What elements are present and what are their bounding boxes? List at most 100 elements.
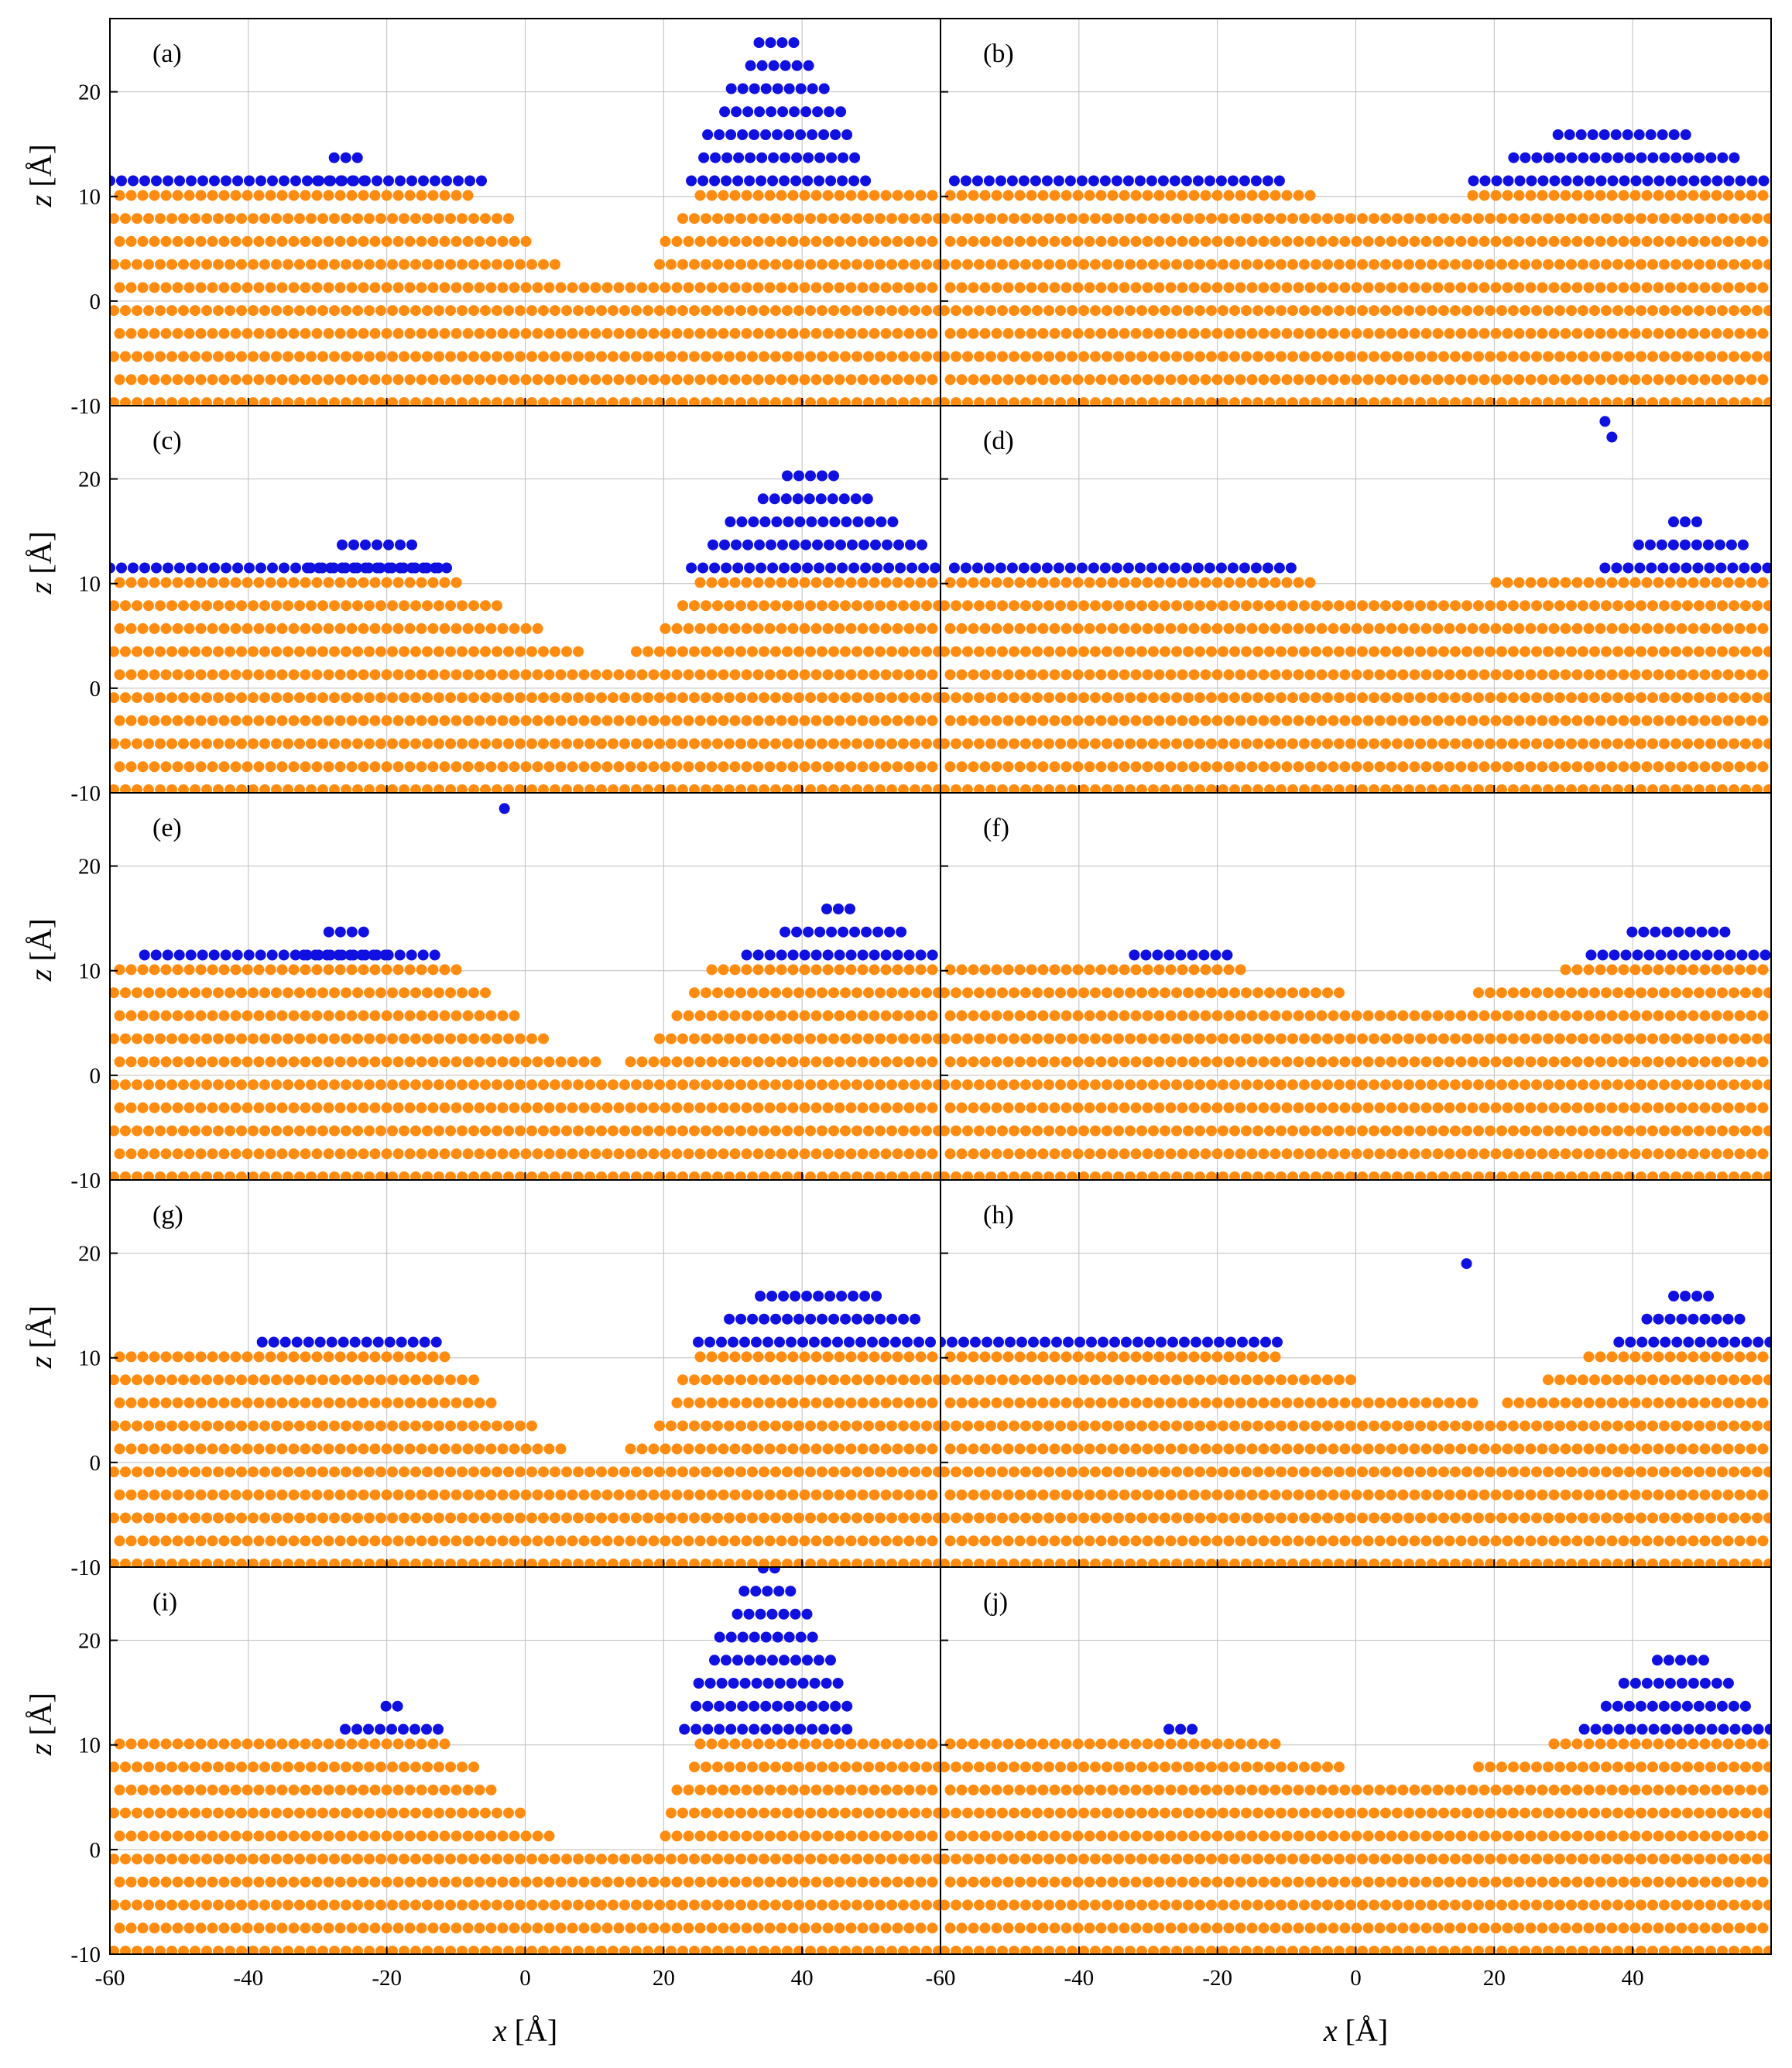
substrate-atom — [433, 600, 444, 612]
substrate-atom — [1740, 600, 1751, 612]
adatom — [697, 175, 709, 187]
substrate-atom — [1009, 351, 1019, 362]
substrate-atom — [1548, 669, 1560, 681]
substrate-atom — [1444, 282, 1455, 293]
substrate-atom — [701, 351, 711, 362]
substrate-atom — [1397, 669, 1409, 681]
substrate-atom — [1002, 761, 1014, 773]
substrate-atom — [561, 692, 572, 704]
adatom — [917, 539, 927, 550]
substrate-atom — [480, 213, 491, 225]
substrate-atom — [962, 305, 973, 317]
substrate-atom — [1612, 600, 1623, 612]
substrate-atom — [903, 374, 915, 386]
substrate-atom — [1125, 1125, 1136, 1137]
substrate-atom — [1473, 1079, 1484, 1091]
substrate-atom — [1694, 987, 1705, 999]
substrate-atom — [724, 1559, 735, 1567]
adatom — [1673, 926, 1684, 938]
substrate-atom — [230, 1056, 242, 1068]
substrate-atom — [410, 738, 421, 749]
substrate-atom — [201, 600, 212, 612]
substrate-atom — [1589, 784, 1600, 793]
adatom — [139, 562, 150, 574]
substrate-atom — [213, 1125, 224, 1137]
substrate-atom — [1694, 397, 1705, 406]
substrate-atom — [1264, 213, 1275, 225]
substrate-atom — [880, 190, 892, 201]
substrate-atom — [1102, 784, 1112, 793]
substrate-atom — [1130, 282, 1142, 293]
substrate-atom — [724, 1033, 735, 1044]
substrate-atom — [120, 1512, 131, 1524]
substrate-atom — [364, 259, 375, 270]
substrate-atom — [1032, 397, 1043, 406]
substrate-atom — [648, 1056, 660, 1068]
substrate-atom — [660, 622, 671, 634]
substrate-atom — [1752, 1033, 1763, 1044]
substrate-atom — [1461, 305, 1472, 317]
substrate-atom — [1420, 622, 1432, 634]
substrate-atom — [1427, 213, 1437, 225]
substrate-atom — [578, 282, 590, 293]
substrate-atom — [1090, 351, 1101, 362]
substrate-atom — [1676, 577, 1687, 588]
substrate-atom — [631, 305, 642, 317]
substrate-atom — [1241, 738, 1252, 749]
adatom — [783, 129, 795, 140]
substrate-atom — [951, 987, 961, 999]
substrate-atom — [1676, 761, 1687, 773]
substrate-atom — [120, 1559, 131, 1567]
substrate-atom — [968, 622, 979, 634]
substrate-atom — [178, 784, 189, 793]
substrate-atom — [613, 1102, 625, 1113]
substrate-atom — [439, 1056, 451, 1068]
substrate-atom — [445, 987, 456, 999]
substrate-atom — [1520, 305, 1530, 317]
substrate-atom — [265, 235, 276, 247]
substrate-atom — [404, 1102, 416, 1113]
substrate-atom — [828, 305, 839, 317]
adatom — [841, 129, 853, 140]
substrate-atom — [671, 374, 683, 386]
substrate-atom — [1125, 646, 1136, 657]
substrate-atom — [764, 282, 776, 293]
substrate-atom — [578, 1489, 590, 1500]
substrate-atom — [248, 305, 259, 317]
adatom — [1006, 562, 1018, 574]
substrate-atom — [381, 669, 392, 681]
substrate-atom — [1583, 374, 1595, 386]
substrate-atom — [793, 305, 804, 317]
substrate-atom — [520, 374, 532, 386]
substrate-atom — [1682, 305, 1693, 317]
substrate-atom — [944, 235, 956, 247]
substrate-atom — [110, 738, 119, 749]
substrate-atom — [445, 738, 456, 749]
substrate-atom — [132, 213, 142, 225]
substrate-atom — [875, 692, 886, 704]
substrate-atom — [834, 669, 845, 681]
substrate-atom — [404, 1148, 416, 1160]
substrate-atom — [253, 1148, 265, 1160]
substrate-atom — [1183, 1033, 1194, 1044]
substrate-atom — [358, 328, 369, 339]
substrate-atom — [242, 374, 253, 386]
substrate-atom — [242, 190, 253, 201]
substrate-atom — [1264, 784, 1275, 793]
substrate-atom — [242, 1102, 253, 1113]
substrate-atom — [532, 1148, 543, 1160]
substrate-atom — [892, 328, 903, 339]
substrate-atom — [596, 784, 607, 793]
substrate-atom — [724, 1512, 735, 1524]
substrate-atom — [1647, 784, 1658, 793]
substrate-atom — [311, 1102, 323, 1113]
substrate-atom — [683, 669, 694, 681]
substrate-atom — [915, 715, 927, 726]
substrate-atom — [1473, 1171, 1484, 1180]
substrate-atom — [520, 761, 532, 773]
adatom — [1204, 175, 1215, 187]
substrate-atom — [840, 1125, 851, 1137]
substrate-atom — [1699, 282, 1711, 293]
substrate-atom — [1438, 784, 1449, 793]
adatom — [1175, 949, 1187, 961]
